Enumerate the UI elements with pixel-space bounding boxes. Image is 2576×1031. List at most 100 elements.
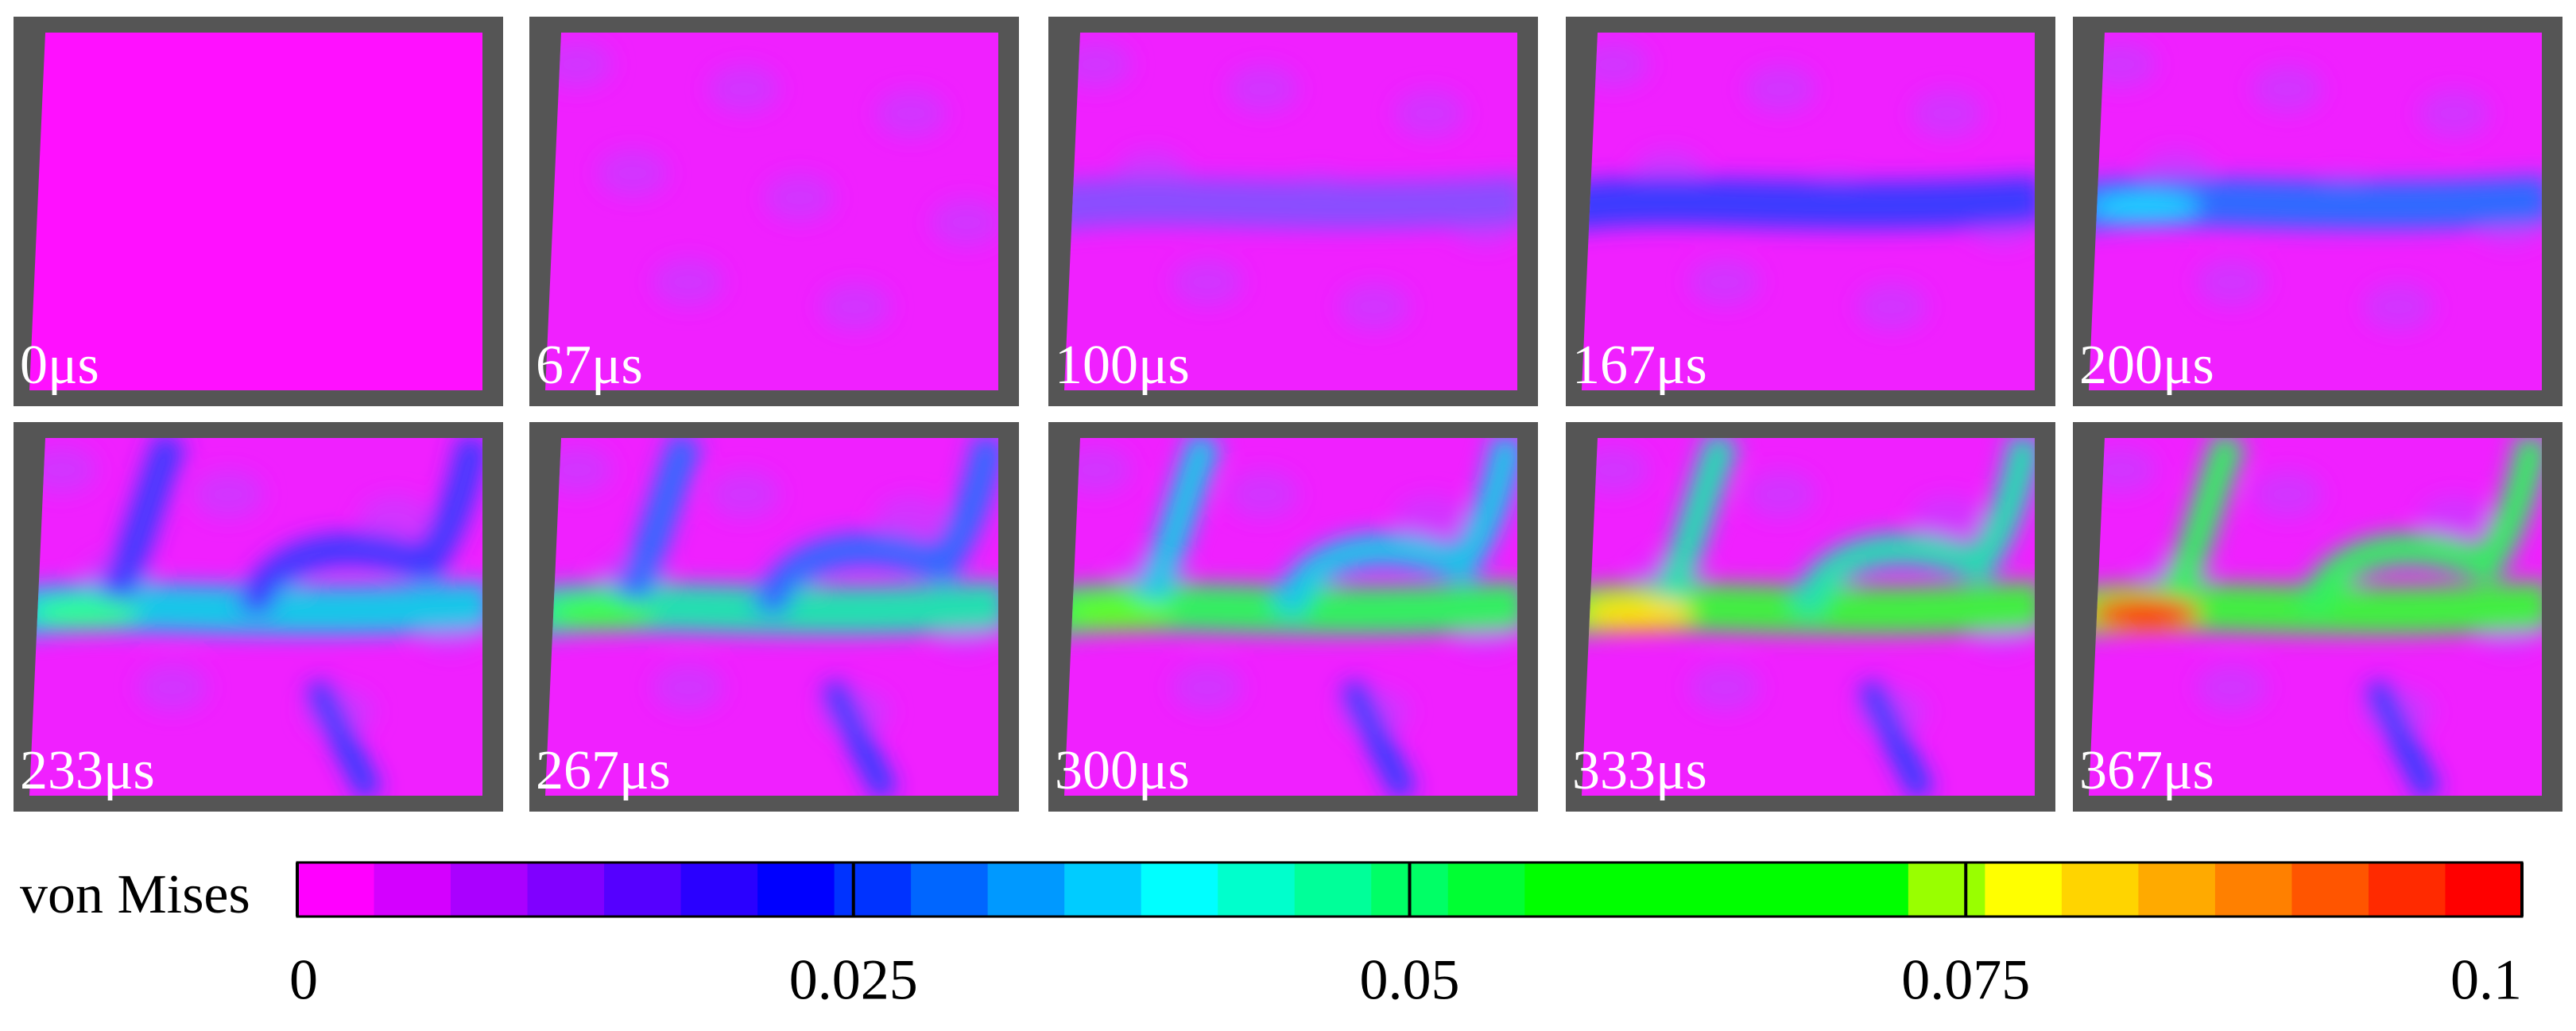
blob [764, 174, 835, 222]
blob [137, 664, 208, 711]
strain-tail [1857, 679, 1935, 796]
blob [192, 471, 264, 518]
blob [597, 149, 668, 197]
panel-label: 367μs [2079, 740, 2214, 801]
panel: 267μs [529, 422, 1019, 812]
strain-core [29, 597, 141, 629]
colorbar-segment [2445, 862, 2523, 917]
blob [1689, 258, 1761, 306]
blob [1856, 283, 1927, 331]
colorbar-segment [1601, 862, 1679, 917]
strain-branch [2153, 438, 2542, 620]
panel: 200μs [2073, 17, 2562, 406]
panel: 67μs [529, 17, 1019, 406]
panel-field [2089, 33, 2542, 390]
panel-field [1064, 33, 1517, 390]
blob [1745, 65, 1816, 113]
field-blobs [1064, 41, 1517, 331]
field-blobs [1582, 41, 2035, 331]
blob [2252, 471, 2323, 518]
panel: 233μs [14, 422, 503, 812]
panel-label: 267μs [536, 740, 671, 801]
blob [2252, 65, 2323, 113]
strain-tail [2364, 679, 2442, 796]
field-blobs [1582, 438, 2035, 796]
blob [359, 495, 431, 543]
colorbar-segment [1678, 862, 1756, 917]
panel-field [1582, 33, 2035, 390]
blob [708, 471, 780, 518]
colorbar-segment [680, 862, 758, 917]
strain-core [545, 597, 657, 629]
blob [931, 199, 998, 246]
panel-label: 0μs [20, 335, 99, 396]
colorbar-segment [1064, 862, 1142, 917]
colorbar-segment [1141, 862, 1218, 917]
colorbar-segment [2138, 862, 2216, 917]
blob [653, 258, 724, 306]
blob [1689, 664, 1761, 711]
strain-band [1582, 176, 2035, 231]
strain-tail [1339, 679, 1417, 796]
panel-label: 300μs [1055, 740, 1190, 801]
blob [1227, 471, 1299, 518]
panel-label: 200μs [2079, 335, 2214, 396]
panel-label: 100μs [1055, 335, 1190, 396]
blob [875, 90, 947, 138]
colorbar-segment [451, 862, 529, 917]
colorbar-segment [834, 862, 912, 917]
colorbar-segment [987, 862, 1065, 917]
blob [2196, 664, 2268, 711]
blob [1172, 258, 1243, 306]
blob [819, 283, 891, 331]
blob [1394, 495, 1466, 543]
strain-branch [610, 438, 998, 620]
tick-label: 0 [289, 948, 318, 1012]
colorbar-segment [911, 862, 989, 917]
blob [2196, 258, 2268, 306]
blob [2363, 283, 2435, 331]
panel: 0μs [14, 17, 503, 406]
panel-label: 167μs [1572, 335, 1707, 396]
panel: 300μs [1048, 422, 1538, 812]
strain-core [1064, 597, 1176, 629]
blob [1338, 283, 1410, 331]
strain-core [1582, 597, 1693, 629]
strain-tail [304, 679, 382, 796]
blob [1227, 65, 1299, 113]
panel-field [2089, 438, 2542, 796]
blob [1745, 471, 1816, 518]
panel: 367μs [2073, 422, 2562, 812]
strain-tail [820, 679, 898, 796]
panel: 100μs [1048, 17, 1538, 406]
colorbar-segment [1524, 862, 1602, 917]
blob [708, 65, 780, 113]
panel-label: 233μs [20, 740, 155, 801]
colorbar-segment [1985, 862, 2063, 917]
panel: 333μs [1566, 422, 2055, 812]
strain-core [2089, 192, 2200, 223]
colorbar-segment [2368, 862, 2446, 917]
colorbar-segment [527, 862, 605, 917]
blob [1912, 90, 1983, 138]
strain-core [2089, 597, 2200, 629]
tick-label: 0.025 [789, 948, 918, 1012]
colorbar-label: von Mises [20, 864, 250, 925]
blob [1172, 664, 1243, 711]
colorbar-segment [374, 862, 451, 917]
blob [2419, 495, 2490, 543]
field-blobs [1064, 438, 1517, 796]
strain-band [1064, 176, 1517, 231]
colorbar-segment [1754, 862, 1832, 917]
panel-label: 67μs [536, 335, 643, 396]
colorbar-segment [1447, 862, 1525, 917]
blob [1394, 90, 1466, 138]
panel-field [1064, 438, 1517, 796]
field-blobs [2089, 438, 2542, 796]
colorbar-segment [2291, 862, 2369, 917]
colorbar-segment [297, 862, 375, 917]
colorbar-segment [1218, 862, 1296, 917]
blob [653, 664, 724, 711]
blob [875, 495, 947, 543]
